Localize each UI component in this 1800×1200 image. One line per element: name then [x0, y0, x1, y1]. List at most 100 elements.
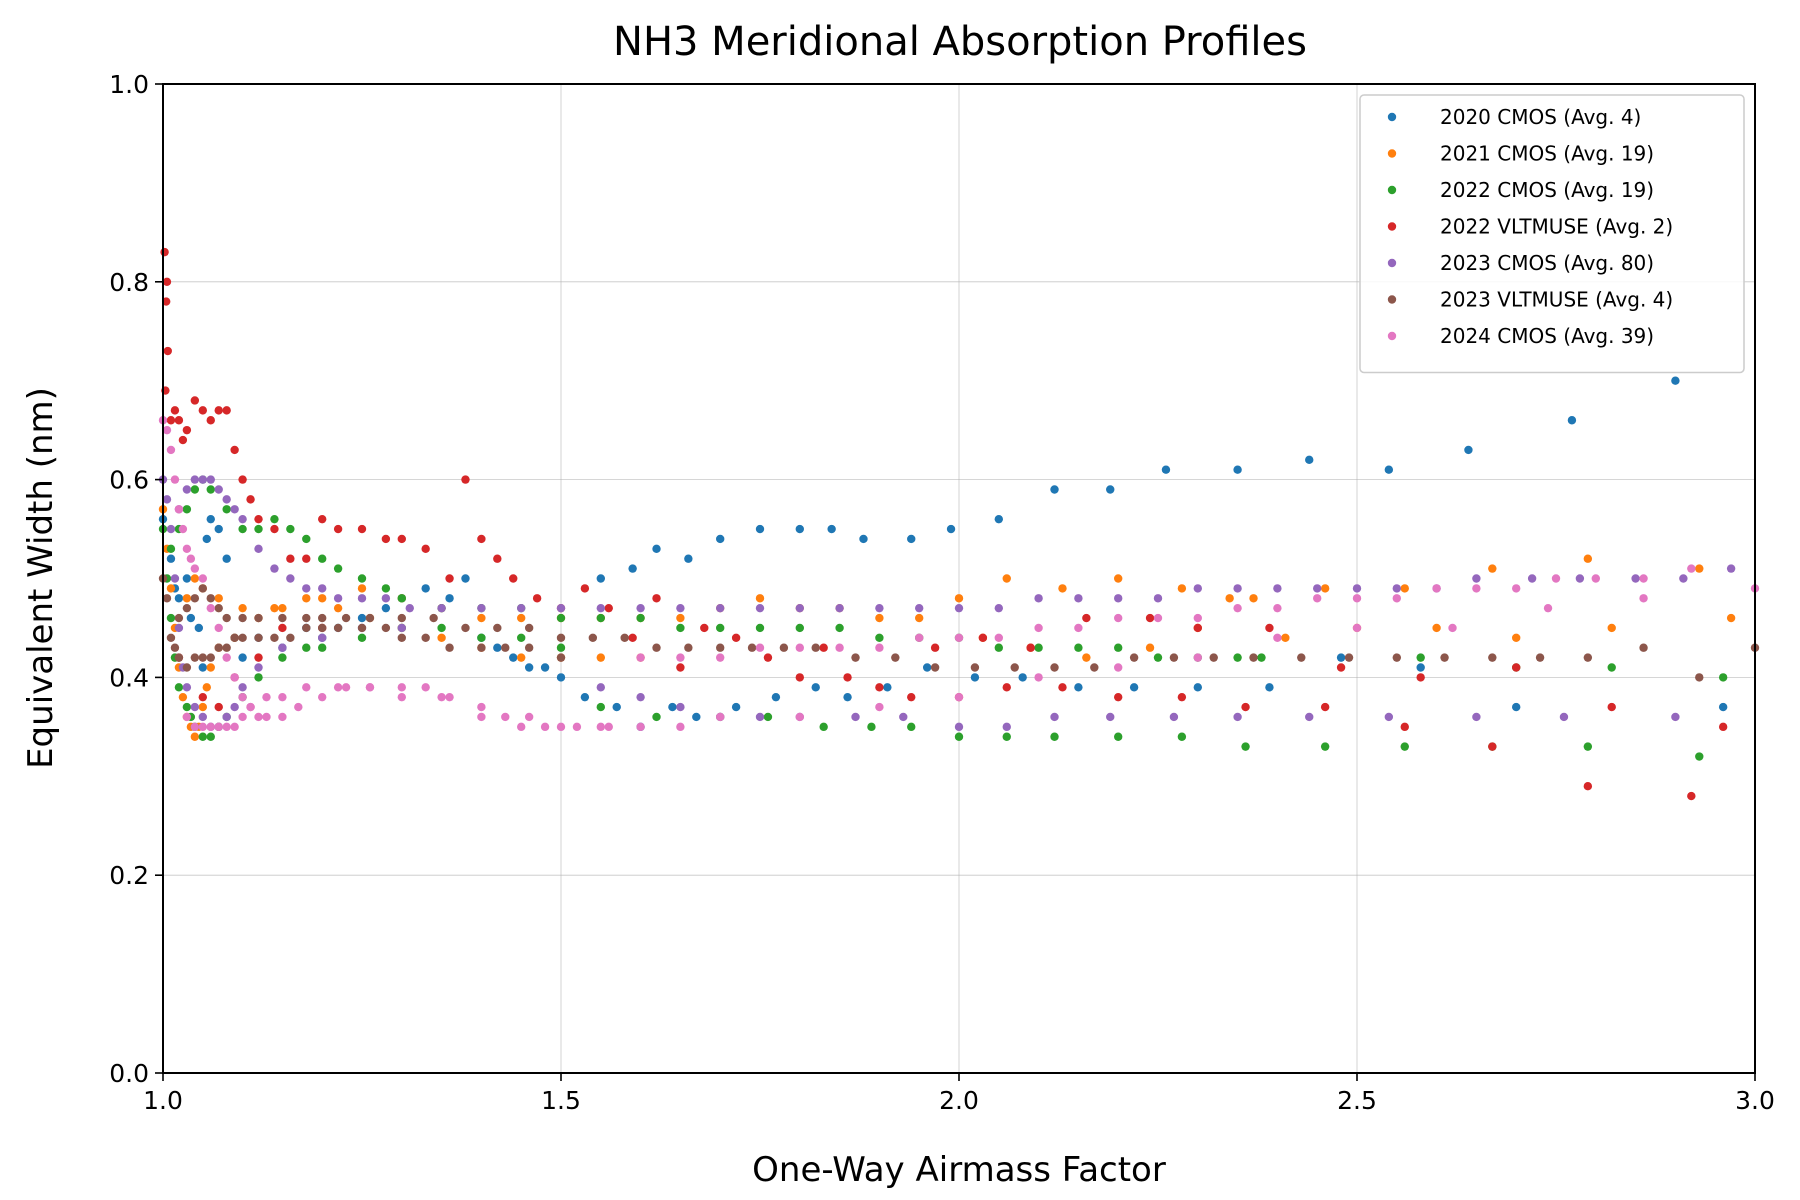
data-point	[1416, 663, 1425, 672]
data-point	[1193, 653, 1203, 662]
data-point	[763, 653, 773, 662]
legend-marker	[1387, 149, 1397, 158]
data-point	[190, 653, 200, 662]
data-point	[170, 406, 180, 415]
data-point	[445, 574, 454, 583]
data-point	[731, 702, 741, 712]
data-point	[477, 613, 486, 623]
data-point	[1718, 702, 1728, 712]
data-point	[517, 653, 526, 662]
data-point	[270, 633, 279, 643]
data-point	[994, 603, 1003, 613]
data-point	[198, 663, 207, 672]
data-point	[286, 524, 295, 534]
data-point	[1002, 722, 1011, 732]
data-point	[190, 594, 200, 603]
data-point	[907, 722, 916, 732]
data-point	[214, 643, 223, 652]
data-point	[230, 722, 239, 732]
data-point	[1114, 643, 1123, 652]
data-point	[676, 653, 685, 662]
data-point	[1129, 683, 1139, 692]
data-point	[907, 692, 916, 702]
data-point	[222, 643, 231, 652]
data-point	[302, 613, 311, 623]
data-point	[1074, 643, 1083, 652]
legend-label: 2023 VLTMUSE (Avg. 4)	[1440, 288, 1673, 312]
data-point	[716, 643, 725, 652]
data-point	[1543, 603, 1553, 613]
data-point	[222, 722, 231, 732]
data-point	[755, 623, 765, 633]
data-point	[162, 425, 172, 435]
data-point	[755, 524, 765, 534]
data-point	[819, 722, 828, 732]
data-point	[230, 673, 239, 682]
data-point	[166, 524, 176, 534]
data-point	[198, 574, 207, 583]
data-point	[365, 613, 375, 623]
data-point	[795, 623, 804, 633]
data-point	[1432, 623, 1441, 633]
data-point	[206, 663, 215, 672]
data-point	[954, 692, 964, 702]
data-point	[1233, 653, 1242, 662]
data-point	[954, 633, 964, 643]
data-point	[676, 603, 685, 613]
data-point	[517, 633, 526, 643]
data-point	[162, 495, 172, 504]
data-point	[580, 692, 590, 702]
data-point	[278, 653, 287, 662]
data-point	[214, 702, 223, 712]
data-point	[875, 683, 884, 692]
data-point	[843, 692, 852, 702]
data-point	[1464, 445, 1473, 455]
data-point	[477, 603, 486, 613]
data-point	[333, 594, 343, 603]
data-point	[596, 702, 605, 712]
data-point	[1320, 584, 1330, 593]
data-point	[1416, 653, 1425, 662]
data-point	[254, 673, 263, 682]
data-point	[190, 475, 200, 484]
data-point	[1607, 702, 1616, 712]
axis-ticks: 1.0 1.5 2.0 2.5 3.0 0.0 0.2 0.4 0.6 0.8 1.0	[109, 70, 1775, 1115]
data-point	[1233, 712, 1242, 722]
data-point	[652, 712, 661, 722]
data-point	[174, 623, 184, 633]
data-point	[1249, 653, 1258, 662]
data-point	[202, 683, 211, 692]
data-point	[1392, 584, 1402, 593]
data-point	[222, 712, 231, 722]
data-point	[524, 663, 534, 672]
data-point	[1058, 683, 1067, 692]
data-point	[1400, 584, 1409, 593]
data-point	[954, 603, 964, 613]
data-point	[954, 722, 964, 732]
data-point	[556, 722, 566, 732]
data-point	[867, 722, 876, 732]
data-point	[755, 603, 765, 613]
data-point	[1193, 623, 1203, 633]
data-point	[1559, 712, 1569, 722]
data-point	[652, 544, 661, 554]
data-point	[1384, 465, 1394, 474]
data-point	[238, 692, 247, 702]
data-point	[202, 534, 211, 544]
data-point	[421, 544, 430, 554]
data-point	[254, 544, 263, 554]
data-point	[1726, 613, 1736, 623]
data-point	[333, 683, 343, 692]
data-point	[1535, 653, 1545, 662]
data-point	[302, 554, 311, 563]
data-point	[1082, 653, 1091, 662]
data-point	[357, 574, 367, 583]
data-point	[1472, 574, 1481, 583]
data-point	[716, 712, 725, 722]
legend-label: 2021 CMOS (Avg. 19)	[1440, 142, 1654, 166]
data-point	[206, 594, 215, 603]
data-point	[1392, 653, 1402, 662]
data-point	[1018, 673, 1027, 682]
data-point	[676, 702, 685, 712]
